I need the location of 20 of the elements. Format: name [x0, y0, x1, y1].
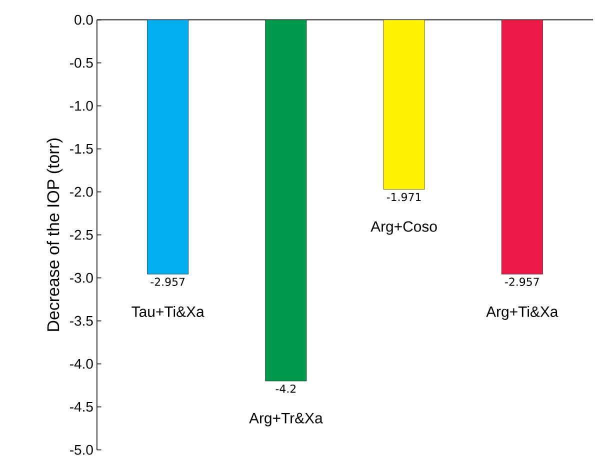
- y-tick-label: 0.0: [74, 14, 93, 25]
- data-label: -4.2: [276, 384, 296, 393]
- y-tick-label: -4.5: [70, 402, 93, 412]
- data-label: -1.971: [386, 192, 421, 202]
- y-tick-label: -1.5: [70, 144, 93, 154]
- data-label: -2.957: [150, 278, 185, 286]
- y-tick-label: -3.5: [70, 316, 93, 326]
- y-tick-label: -2.0: [70, 186, 93, 197]
- y-tick-label: -5.0: [70, 444, 93, 455]
- y-tick-label: -0.5: [70, 58, 93, 68]
- y-tick-label: -3.0: [70, 272, 93, 283]
- x-tick-label: Arg+Ti&Xa: [486, 306, 558, 320]
- y-axis-title: Decrease of the IOP (torr): [46, 138, 63, 331]
- x-tick-label: Arg+Tr&Xa: [249, 412, 323, 426]
- data-label: -2.957: [505, 278, 539, 286]
- y-tick-label: -1.0: [70, 100, 93, 111]
- x-tick-label: Arg+Coso: [370, 221, 437, 235]
- y-tick-label: -2.5: [70, 230, 93, 240]
- x-tick-label: Tau+Ti&Xa: [132, 306, 204, 318]
- y-tick-label: -4.0: [70, 358, 93, 369]
